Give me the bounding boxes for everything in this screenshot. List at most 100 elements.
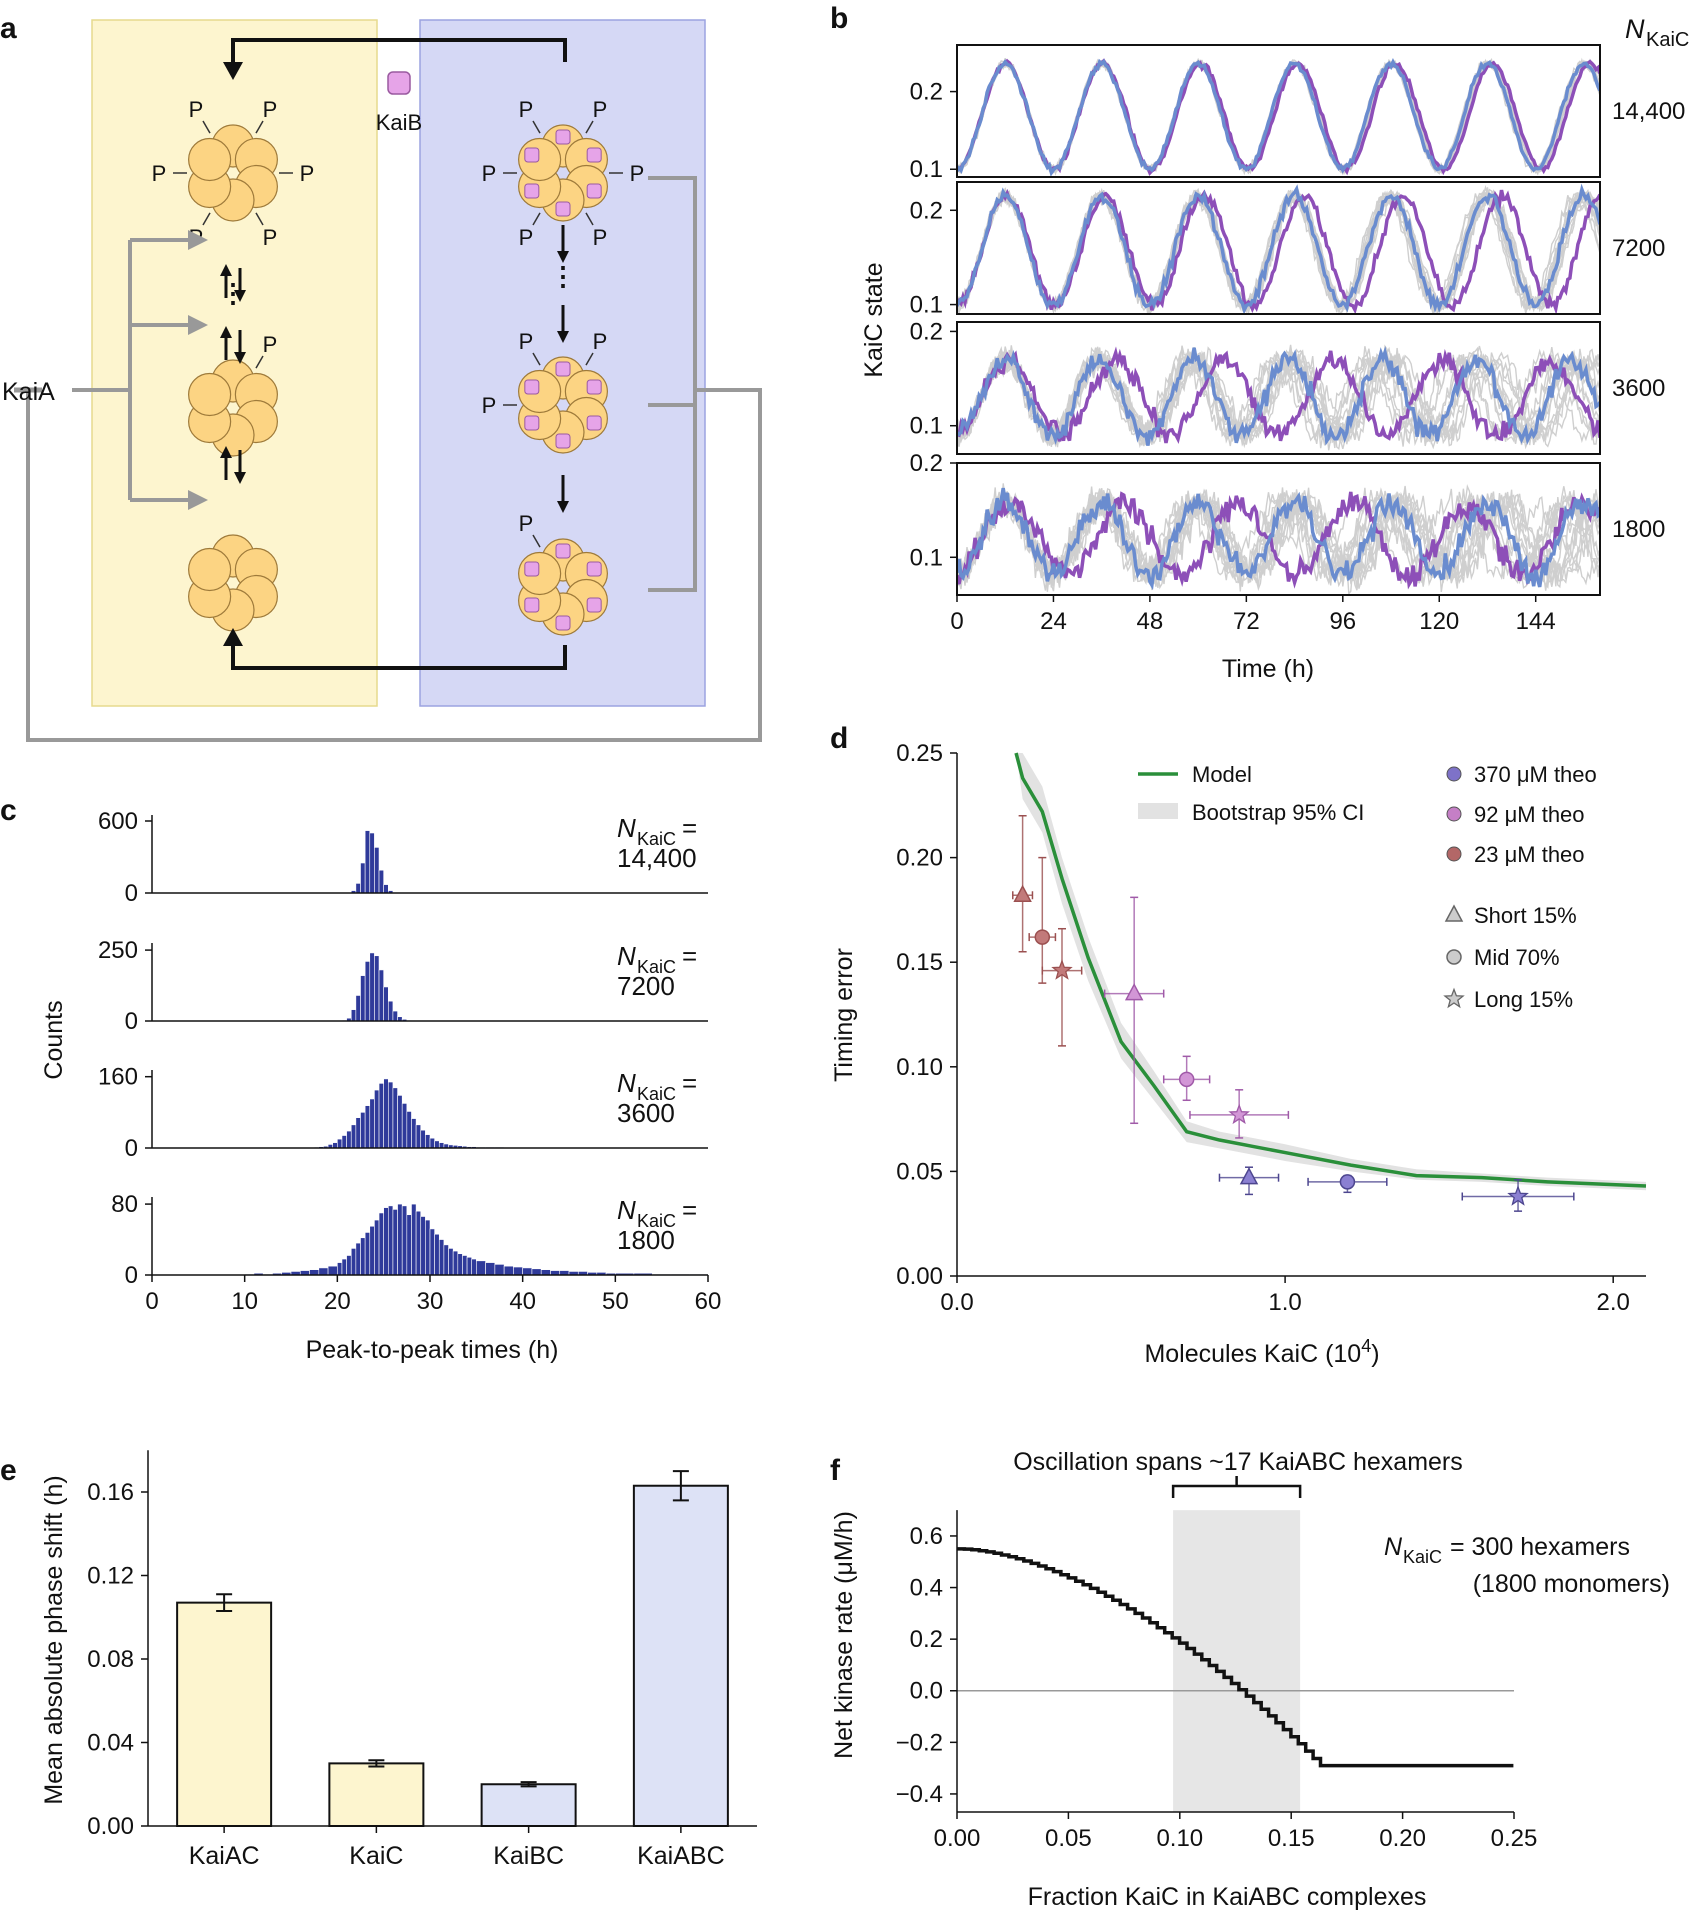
nkaic-row-label: 7200 <box>1612 235 1665 262</box>
legend-shape-marker <box>1444 904 1464 922</box>
point-marker-circle <box>1178 1071 1195 1088</box>
nkaic-300-text: = 300 hexamers <box>1450 1533 1630 1561</box>
oscillation-bracket <box>1171 1476 1302 1498</box>
timing-error-plot: 0.00 0.05 0.10 0.15 0.20 0.25 0.0 1.0 2.0 Model Bo… <box>896 740 1647 1316</box>
kaib-bound <box>524 561 540 577</box>
x-tick-label: 0 <box>145 1288 158 1315</box>
nkaic-header-symbol: N <box>1625 14 1645 44</box>
phospho-site-label: P <box>482 161 497 186</box>
kaib-bound <box>524 379 540 395</box>
x-tick-label: 0.00 <box>934 1825 981 1852</box>
histogram-bar <box>378 1083 384 1149</box>
category-label-KaiC: KaiC <box>349 1842 403 1870</box>
kaib-bound <box>555 201 571 217</box>
y-tick-label: 0.0 <box>910 1678 943 1705</box>
phospho-site-label: P <box>482 393 497 418</box>
nkaic-value: 14,400 <box>617 843 697 873</box>
y-tick-label: 0.20 <box>896 845 943 872</box>
legend-conc-marker <box>1446 846 1462 862</box>
trajectory-frame <box>956 321 1601 455</box>
category-label-KaiBC: KaiBC <box>493 1842 564 1870</box>
phospho-bond <box>255 355 264 369</box>
legend-ci-label: Bootstrap 95% CI <box>1192 800 1364 825</box>
y-tick-label: 0.10 <box>896 1054 943 1081</box>
histogram-row-3600: 0 160 N KaiC =3600 <box>98 1064 708 1162</box>
bottom-cycle-arrow <box>231 638 567 670</box>
panel-b-x-axis-label: Time (h) <box>1222 655 1314 683</box>
x-tick-label: 30 <box>417 1288 444 1315</box>
nkaic-symbol: N <box>617 941 636 971</box>
panel-label-b: b <box>830 2 848 35</box>
data-point <box>1012 815 1034 953</box>
point-marker-star <box>1051 959 1073 980</box>
data-point <box>1041 927 1083 1047</box>
trajectory-plot-area <box>957 57 1600 177</box>
kaia-arrowhead-2 <box>188 315 208 335</box>
trajectory-frame <box>956 181 1601 315</box>
trajectory-row-7200: 0.1 0.2 7200 <box>910 181 1665 319</box>
hexamer-kaib-single-phospho: P <box>518 511 608 636</box>
phospho-bond <box>585 352 594 366</box>
x-tick-label: 60 <box>695 1288 722 1315</box>
histogram-bar <box>360 1112 366 1149</box>
histogram-bar <box>513 1266 523 1276</box>
histogram-bar <box>401 1205 408 1276</box>
arrowhead <box>220 264 232 276</box>
histogram-bar <box>350 1248 357 1276</box>
legend-conc-label: 23 μM theo <box>1474 842 1585 867</box>
point-marker-star <box>1507 1185 1529 1206</box>
phospho-site-label: P <box>263 97 278 122</box>
phospho-bond <box>255 120 264 134</box>
histogram-bar <box>374 1089 380 1149</box>
kaib-bound <box>586 415 602 431</box>
histogram-bar <box>471 1258 477 1276</box>
histogram-bar <box>429 1228 435 1276</box>
bar-KaiC <box>328 1762 425 1827</box>
x-tick-label: 40 <box>509 1288 536 1315</box>
nkaic-equals: = <box>682 1195 697 1225</box>
y-tick-label: 0.25 <box>896 740 943 767</box>
model-curve <box>1014 752 1647 1188</box>
histogram-bar <box>397 1095 403 1149</box>
kaib-legend-square <box>387 71 411 95</box>
category-label-KaiAC: KaiAC <box>189 1842 260 1870</box>
histogram-bar <box>369 832 375 894</box>
panel-f-kinase-rate: f −0.4 −0.2 0.0 0.2 0.4 0.6 0.00 0.05 0.10 0.15 0.… <box>830 1448 1670 1911</box>
phospho-site-label: P <box>630 161 645 186</box>
kaia-sequestration-path <box>26 176 762 742</box>
kaib-bound <box>555 433 571 449</box>
trajectory-frame <box>956 462 1601 596</box>
trajectory-frame <box>956 44 1601 178</box>
nkaic-300-monomers: (1800 monomers) <box>1473 1570 1670 1598</box>
y-tick-label: 80 <box>111 1191 138 1218</box>
histogram-bar <box>337 1138 343 1149</box>
histogram-bar <box>383 884 389 894</box>
kaia-activation-arrows <box>72 238 200 502</box>
kaib-bound <box>555 361 571 377</box>
y-tick-label: 0.00 <box>87 1813 134 1840</box>
kaia-arrowhead-1 <box>188 230 208 250</box>
phospho-bond <box>532 212 541 226</box>
histogram-row-7200: 0 250 N KaiC =7200 <box>98 937 708 1035</box>
top-cycle-arrow <box>231 38 567 70</box>
histogram-bar <box>438 1239 445 1276</box>
histogram-bar <box>411 1118 417 1149</box>
histogram-bar <box>383 1207 389 1276</box>
data-point <box>1461 1179 1575 1212</box>
data-point <box>1218 1166 1280 1196</box>
x-tick-label: 1.0 <box>1268 1289 1301 1316</box>
histogram-bar <box>494 1264 505 1276</box>
x-tick-label: 10 <box>231 1288 258 1315</box>
y-tick-label: 0.1 <box>910 156 943 183</box>
legend-shape-label: Mid 70% <box>1474 945 1560 970</box>
panel-e-phase-shift: e KaiAC KaiC KaiBC KaiABC 0.00 0.04 0.08 0.12 0.… <box>0 1450 757 1870</box>
point-marker-triangle <box>1124 982 1144 1001</box>
histogram-bar <box>369 1098 375 1149</box>
point-marker-triangle <box>1239 1167 1259 1185</box>
kaia-arrowhead-3 <box>188 490 208 510</box>
y-tick-label: 250 <box>98 937 138 964</box>
kaib-bound <box>586 597 602 613</box>
legend-shape-marker <box>1443 987 1465 1009</box>
left-ellipsis: ⋮ <box>220 278 246 308</box>
panel-label-e: e <box>0 1454 17 1487</box>
